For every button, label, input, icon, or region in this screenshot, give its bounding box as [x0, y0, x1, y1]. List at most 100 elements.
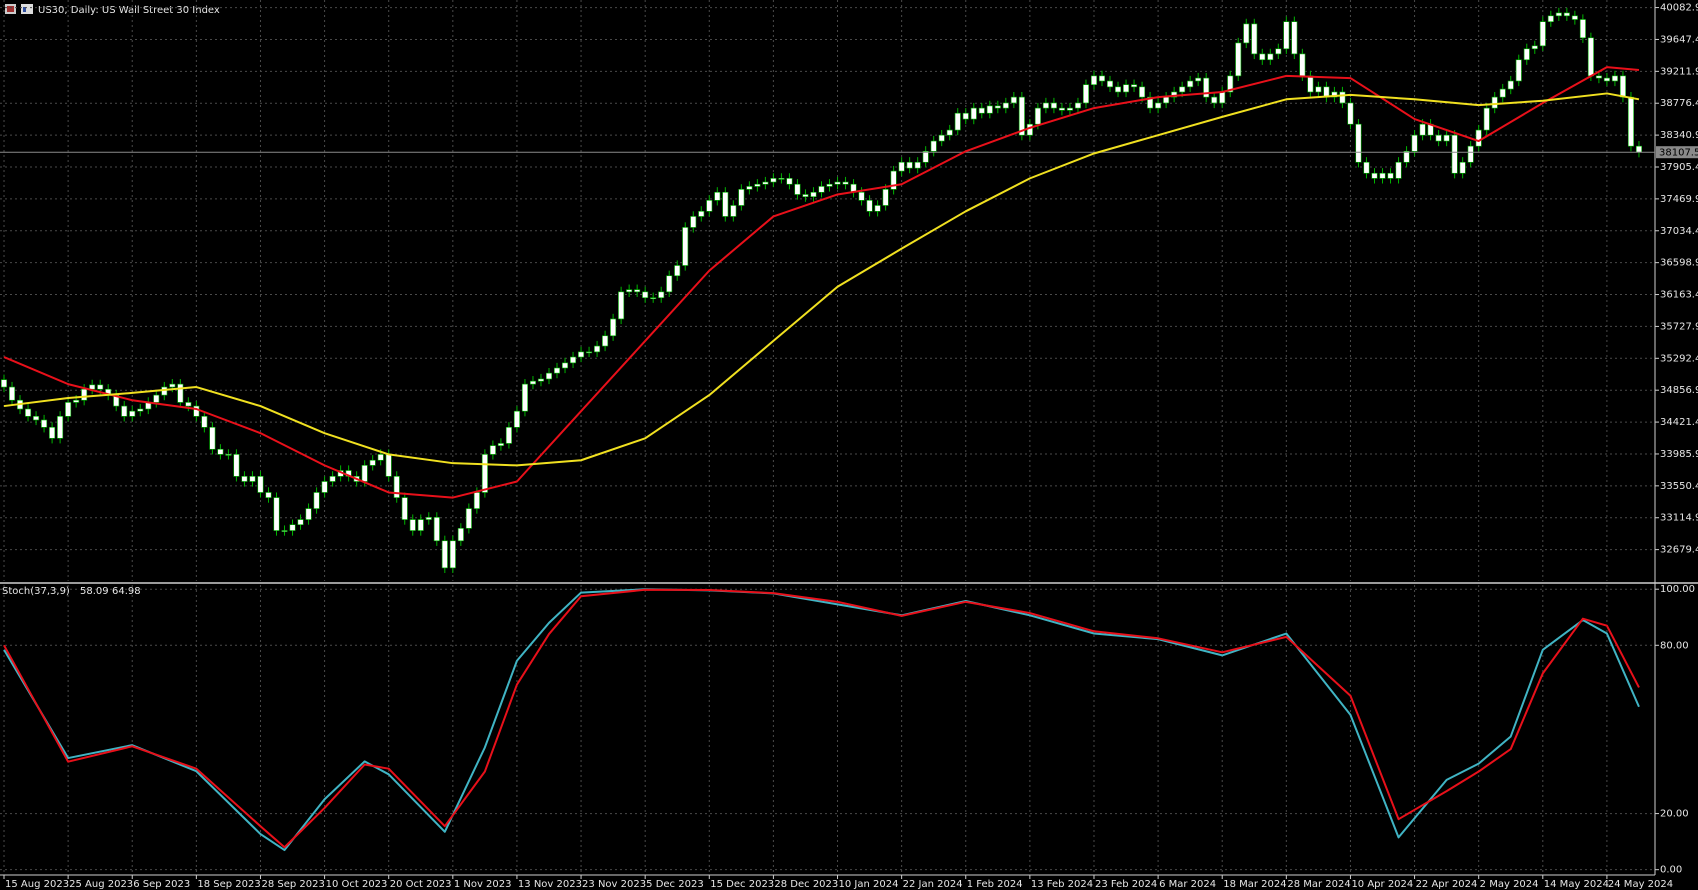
candle-body: [1291, 21, 1298, 55]
x-tick-label: 1 Feb 2024: [967, 879, 1023, 890]
x-tick-label: 10 Jan 2024: [839, 879, 899, 890]
y-tick-label: 34421.4: [1660, 417, 1698, 428]
x-tick-label: 28 Mar 2024: [1287, 879, 1350, 890]
candle-body: [1555, 12, 1562, 17]
last-price-box: [1656, 146, 1698, 159]
candle-body: [425, 517, 432, 520]
candle-body: [505, 427, 512, 444]
candle-body: [922, 150, 929, 163]
candle-body: [89, 384, 96, 390]
x-tick-label: 15 Aug 2023: [5, 879, 69, 890]
candle-body: [1115, 86, 1122, 93]
candle-body: [417, 519, 424, 531]
candle-body: [1283, 21, 1290, 50]
candle-body: [818, 186, 825, 193]
candle-body: [1267, 53, 1274, 61]
candle-body: [1074, 102, 1081, 109]
x-tick-label: 1 Nov 2023: [454, 879, 512, 890]
candle-body: [570, 356, 577, 364]
candle-body: [986, 105, 993, 114]
y-tick-label: 35292.4: [1660, 353, 1698, 364]
candle-body: [313, 492, 320, 509]
candle-body: [65, 402, 72, 417]
candle-body: [1026, 123, 1033, 136]
candle-body: [377, 454, 384, 461]
candle-body: [57, 416, 64, 439]
y-tick-label: 39211.9: [1660, 66, 1698, 77]
candle-body: [1515, 59, 1522, 82]
candle-body: [786, 178, 793, 185]
x-tick-label: 22 Apr 2024: [1416, 879, 1478, 890]
x-tick-label: 10 Apr 2024: [1351, 879, 1413, 890]
candle-body: [1419, 123, 1426, 136]
candle-body: [153, 394, 160, 403]
candle-body: [497, 443, 504, 446]
x-tick-label: 13 Feb 2024: [1031, 879, 1093, 890]
y-tick-label: 37469.9: [1660, 194, 1698, 205]
candle-body: [1611, 75, 1618, 82]
indicator-value: 58.09: [80, 586, 109, 597]
candle-body: [1131, 84, 1138, 88]
candle-body: [1066, 107, 1073, 111]
candle-body: [1147, 96, 1154, 109]
x-tick-label: 13 Nov 2023: [518, 879, 582, 890]
candle-body: [666, 275, 673, 293]
candle-body: [1523, 48, 1530, 61]
candle-body: [281, 530, 288, 532]
candle-body: [1571, 15, 1578, 20]
candle-body: [321, 481, 328, 493]
candle-body: [770, 178, 777, 183]
candle-body: [217, 448, 224, 455]
x-tick-label: 25 Aug 2023: [69, 879, 133, 890]
candle-body: [1347, 102, 1354, 125]
candle-body: [962, 112, 969, 120]
candle-body: [329, 476, 336, 482]
candle-body: [401, 497, 408, 520]
candle-body: [1058, 107, 1065, 111]
candle-body: [121, 405, 128, 417]
candle-body: [1539, 21, 1546, 47]
candle-body: [1547, 15, 1554, 22]
y-tick-label: 36598.9: [1660, 258, 1698, 269]
candle-body: [409, 519, 416, 531]
candle-body: [209, 427, 216, 450]
candle-body: [1451, 134, 1458, 174]
candle-body: [706, 200, 713, 212]
y-tick-label: 100.00: [1660, 584, 1695, 595]
candle-body: [1491, 96, 1498, 109]
candle-body: [610, 318, 617, 337]
candle-body: [297, 519, 304, 525]
y-tick-label: 34856.9: [1660, 385, 1698, 396]
candle-body: [1, 379, 8, 388]
candle-body: [1563, 12, 1570, 17]
candle-body: [778, 178, 785, 180]
candle-body: [41, 419, 48, 428]
candle-body: [858, 191, 865, 201]
last-price-label: 38107.5: [1659, 148, 1698, 159]
candle-body: [602, 335, 609, 347]
candle-body: [682, 227, 689, 266]
candle-body: [562, 362, 569, 369]
candle-body: [626, 289, 633, 293]
x-tick-label: 5 Dec 2023: [646, 879, 704, 890]
candle-body: [1163, 96, 1170, 104]
y-tick-label: 33114.9: [1660, 513, 1698, 524]
candle-body: [489, 445, 496, 455]
candle-body: [81, 388, 88, 401]
x-tick-label: 23 Nov 2023: [582, 879, 646, 890]
candle-body: [890, 170, 897, 190]
candle-body: [1339, 91, 1346, 104]
candle-body: [1595, 75, 1602, 79]
candle-body: [1235, 42, 1242, 77]
icon: [21, 4, 33, 14]
candle-body: [1275, 48, 1282, 55]
candle-body: [1195, 77, 1202, 82]
x-tick-label: 20 Oct 2023: [390, 879, 452, 890]
candle-body: [1483, 107, 1490, 131]
x-tick-label: 14 May 2024: [1544, 879, 1609, 890]
candle-body: [906, 161, 913, 169]
candle-body: [1034, 107, 1041, 125]
candle-body: [9, 386, 16, 401]
